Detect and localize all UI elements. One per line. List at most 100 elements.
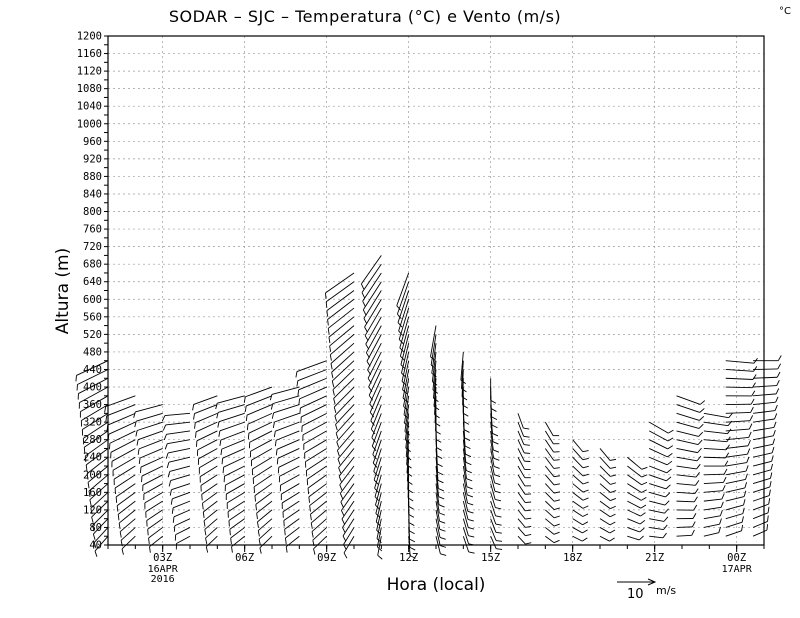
barb-staff xyxy=(703,481,724,485)
wind-barb xyxy=(205,535,218,553)
wind-barb xyxy=(331,360,355,387)
wind-barb xyxy=(435,422,442,451)
barb-flag xyxy=(495,498,502,502)
wind-barb xyxy=(517,421,530,438)
wind-barb xyxy=(753,404,778,414)
barb-staff xyxy=(490,536,497,549)
wind-barb xyxy=(269,386,300,401)
barb-staff xyxy=(337,439,355,460)
wind-barb xyxy=(435,465,445,492)
barb-staff xyxy=(649,518,665,522)
barb-flag xyxy=(371,445,377,452)
wind-barb xyxy=(174,527,191,541)
barb-flag xyxy=(771,446,775,453)
barb-flag xyxy=(398,330,403,336)
barb-flag xyxy=(466,486,473,490)
barb-staff xyxy=(339,465,355,486)
wind-barb xyxy=(365,316,382,350)
barb-staff xyxy=(226,483,245,495)
barb-staff xyxy=(462,518,469,536)
wind-barb xyxy=(170,491,191,505)
barb-flag xyxy=(205,546,209,553)
barb-flag xyxy=(495,531,502,534)
wind-barb xyxy=(599,483,617,493)
barb-staff xyxy=(222,448,245,459)
y-tick-label: 960 xyxy=(83,136,102,148)
barb-staff xyxy=(402,369,410,399)
wind-barb xyxy=(221,448,245,465)
wind-barb xyxy=(725,423,753,432)
barb-staff xyxy=(376,527,382,548)
wind-barb xyxy=(752,438,776,449)
barb-flag xyxy=(168,480,172,487)
wind-barb xyxy=(400,334,410,370)
barb-staff xyxy=(171,483,191,491)
wind-barb xyxy=(146,509,163,527)
barb-staff xyxy=(121,535,136,550)
barb-flag xyxy=(439,537,446,540)
barb-staff xyxy=(572,465,584,477)
barb-flag xyxy=(772,438,776,445)
barb-flag xyxy=(667,453,673,458)
wind-barb xyxy=(300,404,327,423)
wind-barb xyxy=(627,509,646,517)
barb-flag xyxy=(609,529,616,534)
wind-barb xyxy=(326,290,355,317)
wind-barb xyxy=(141,465,163,483)
barb-flag xyxy=(582,505,589,509)
wind-barb xyxy=(76,369,109,391)
wind-barb xyxy=(406,457,413,485)
barb-flag xyxy=(723,468,728,475)
barb-flag xyxy=(90,508,93,515)
barb-flag xyxy=(338,467,342,474)
barb-flag xyxy=(407,497,414,502)
barb-flag xyxy=(360,283,365,290)
barb-flag xyxy=(91,516,94,523)
barb-staff xyxy=(490,430,494,451)
wind-barb xyxy=(376,527,383,552)
barb-flag xyxy=(365,343,370,350)
wind-barb xyxy=(220,439,245,456)
barb-flag xyxy=(768,498,771,505)
barb-staff xyxy=(649,465,667,474)
barb-flag xyxy=(610,474,617,477)
barb-staff xyxy=(138,439,163,450)
wind-barb xyxy=(753,388,780,397)
wind-barb xyxy=(752,506,770,520)
wind-barb xyxy=(405,430,412,461)
wind-barb xyxy=(517,474,531,487)
barb-staff xyxy=(752,460,772,467)
wind-barb xyxy=(462,404,470,433)
barb-staff xyxy=(280,474,300,486)
barb-staff xyxy=(278,456,300,468)
wind-barb xyxy=(648,430,674,442)
barb-staff xyxy=(271,386,300,395)
barb-staff xyxy=(725,462,747,467)
barb-flag xyxy=(770,463,773,470)
barb-staff xyxy=(572,439,584,452)
x-tick-sublabel: 16APR xyxy=(148,564,179,575)
barb-flag xyxy=(170,498,173,505)
barb-flag xyxy=(396,305,401,311)
barb-staff xyxy=(204,518,218,530)
wind-barb xyxy=(327,307,355,335)
wind-barb xyxy=(435,518,446,540)
wind-barb xyxy=(490,465,501,486)
y-tick-label: 120 xyxy=(83,504,102,516)
wind-barb xyxy=(725,507,745,520)
barb-staff xyxy=(296,360,327,372)
barb-flag xyxy=(438,504,445,508)
wind-barb xyxy=(373,457,382,485)
barb-flag xyxy=(494,482,501,486)
wind-barb xyxy=(649,474,672,482)
wind-barb xyxy=(251,456,273,476)
wind-barb xyxy=(164,439,191,450)
barb-flag xyxy=(724,460,729,467)
wind-barb xyxy=(114,474,136,495)
barb-staff xyxy=(599,527,611,534)
barb-staff xyxy=(676,526,693,528)
barb-staff xyxy=(199,465,218,478)
barb-flag xyxy=(582,489,589,493)
barb-staff xyxy=(197,439,218,451)
